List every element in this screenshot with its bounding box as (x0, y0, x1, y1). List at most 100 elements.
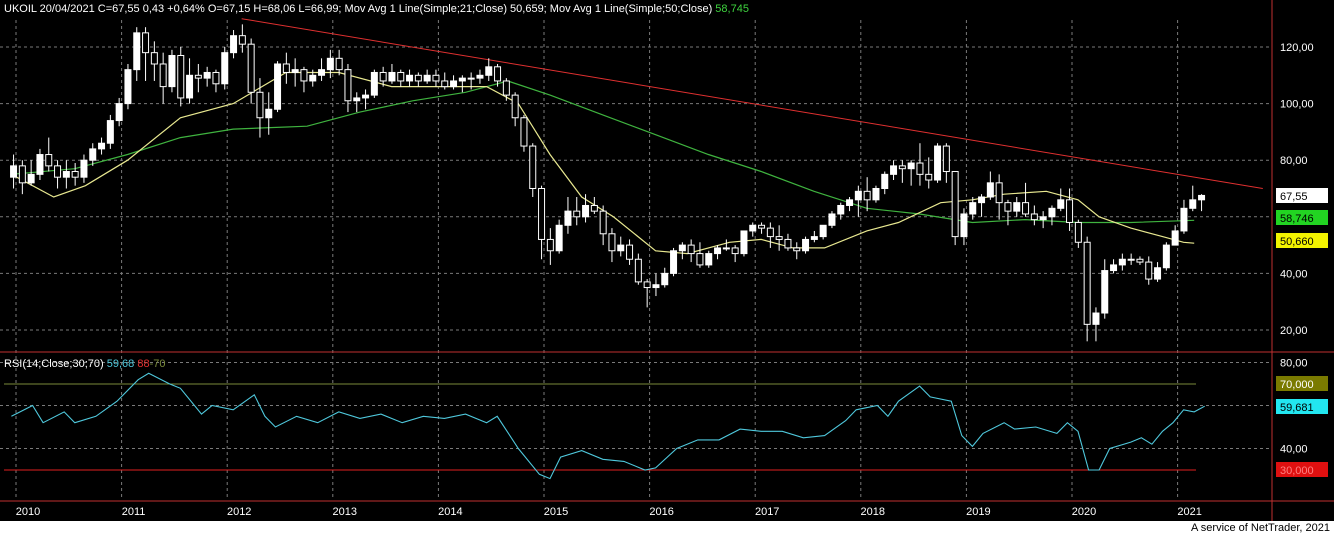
candle (740, 230, 748, 257)
candle-body (898, 165, 906, 170)
candle-body (194, 74, 202, 79)
candle (10, 154, 18, 189)
candle-body (617, 244, 625, 252)
candle-body (590, 204, 598, 212)
candle-body (247, 43, 255, 93)
rsi70-badge-text: 70,000 (1280, 379, 1314, 391)
candle (529, 143, 537, 197)
rsi70-badge-bg (1276, 376, 1328, 391)
candle-body (846, 199, 854, 206)
rsi-tick-label: 80,00 (1280, 358, 1308, 370)
candle (335, 49, 343, 76)
candle (511, 92, 519, 127)
candle (898, 160, 906, 183)
candle-body (221, 52, 229, 85)
candle-body (274, 63, 282, 110)
candle-body (916, 162, 924, 175)
candle (960, 208, 968, 246)
candle (362, 89, 370, 110)
last-price-badge: 67,55 (1276, 188, 1328, 203)
candle-body (854, 190, 862, 201)
candle-body (960, 213, 968, 238)
candle-body (467, 77, 475, 80)
candle (441, 72, 449, 90)
candle-body (362, 94, 370, 99)
candle-body (1030, 213, 1038, 221)
rsi-value-badge-bg (1276, 399, 1328, 414)
candle (1057, 188, 1065, 212)
candle (177, 47, 185, 107)
candle-body (388, 71, 396, 82)
candle (907, 160, 915, 186)
candle-body (80, 159, 88, 178)
candle (494, 63, 502, 87)
candle-body (397, 71, 405, 82)
price-tick-label: 20,00 (1280, 325, 1308, 337)
candle (133, 27, 141, 81)
x-tick-label: 2013 (333, 506, 357, 518)
candle-body (186, 74, 194, 99)
candle (634, 253, 642, 285)
candle (1083, 236, 1091, 342)
candle-body (819, 224, 827, 238)
candle (414, 72, 422, 87)
candle-body (740, 230, 748, 255)
candle-body (1013, 202, 1021, 212)
candle (467, 72, 475, 90)
candle (476, 69, 484, 84)
candle (951, 171, 959, 246)
candle (230, 30, 238, 59)
rsi30-badge: 30,000 (1276, 462, 1328, 477)
candle (98, 137, 106, 155)
candle-body (810, 236, 818, 240)
candle (194, 63, 202, 93)
candle-body (1048, 207, 1056, 218)
candle-body (520, 117, 528, 147)
candle-body (670, 250, 678, 274)
candle (538, 185, 546, 260)
footer-credit: A service of NetTrader, 2021 (1191, 522, 1330, 534)
candle-body (168, 54, 176, 88)
candle-body (318, 69, 326, 76)
candle (379, 66, 387, 87)
candle-body (256, 91, 264, 119)
candle (546, 228, 554, 265)
candle-body (1154, 267, 1162, 280)
candle (705, 250, 713, 268)
rsi-line (11, 372, 1205, 480)
candle (150, 41, 158, 81)
candle (793, 242, 801, 260)
candle-body (124, 69, 132, 105)
candle-body (1189, 199, 1197, 209)
rsi70-badge: 70,000 (1276, 376, 1328, 391)
candle-body (978, 196, 986, 204)
candle (291, 58, 299, 87)
candle (274, 61, 282, 113)
candle (432, 69, 440, 87)
candle-body (538, 188, 546, 240)
candle-body (696, 253, 704, 266)
candle (159, 52, 167, 104)
candle (678, 242, 686, 260)
rsi30-badge-bg (1276, 462, 1328, 477)
candle (608, 228, 616, 263)
candle (1092, 307, 1100, 342)
candle (1127, 253, 1135, 265)
candle (617, 236, 625, 257)
candle (934, 143, 942, 183)
candle (582, 194, 590, 223)
candle (18, 160, 26, 195)
candle (282, 52, 290, 84)
candle-body (837, 204, 845, 215)
candle-body (115, 103, 123, 122)
candle-body (353, 97, 361, 102)
candle-body (212, 71, 220, 85)
candle-body (441, 80, 449, 88)
candle (1066, 188, 1074, 231)
candle (142, 27, 150, 81)
candle (247, 38, 255, 104)
candle-body (934, 145, 942, 181)
candle (590, 196, 598, 214)
candle-body (458, 77, 466, 82)
